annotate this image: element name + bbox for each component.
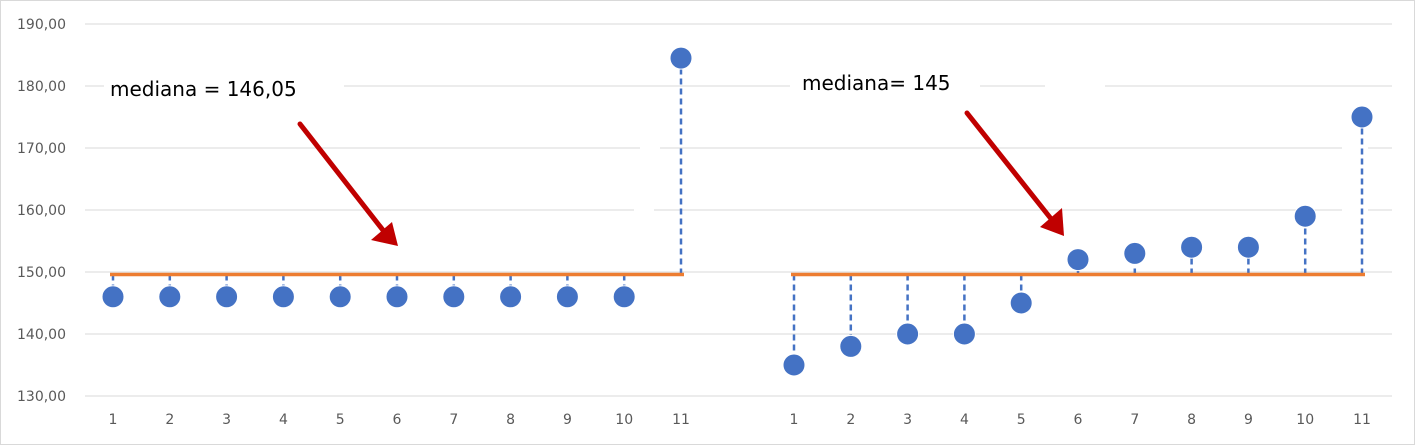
gridline-gap [1045, 80, 1105, 94]
data-point [215, 285, 239, 309]
x-tick-label: 2 [846, 412, 855, 428]
data-point [385, 285, 409, 309]
data-point [612, 285, 636, 309]
x-tick-label: 1 [790, 412, 799, 428]
y-tick-label: 170,00 [17, 141, 66, 157]
data-point [1180, 235, 1204, 259]
data-point [839, 334, 863, 358]
data-point [1350, 105, 1374, 129]
data-point [1236, 235, 1260, 259]
x-tick-label: 5 [336, 412, 345, 428]
data-point [101, 285, 125, 309]
x-tick-label: 1 [109, 412, 118, 428]
gridline-gap [1342, 140, 1368, 154]
data-point [782, 353, 806, 377]
x-tick-label: 4 [279, 412, 288, 428]
x-tick-label: 9 [563, 412, 572, 428]
x-tick-label: 11 [1353, 412, 1371, 428]
x-tick-label: 4 [960, 412, 969, 428]
data-point [271, 285, 295, 309]
data-point [328, 285, 352, 309]
median-annotation: mediana= 145 [802, 71, 951, 95]
data-point [1066, 248, 1090, 272]
x-tick-label: 10 [615, 412, 633, 428]
data-point [158, 285, 182, 309]
data-point [499, 285, 523, 309]
data-point [952, 322, 976, 346]
y-tick-label: 150,00 [17, 265, 66, 281]
x-tick-label: 6 [1074, 412, 1083, 428]
data-point [1123, 241, 1147, 265]
annotation-background [790, 66, 980, 100]
data-point [669, 46, 693, 70]
gridline-gap [640, 140, 660, 154]
x-tick-label: 5 [1017, 412, 1026, 428]
median-annotation: mediana = 146,05 [110, 77, 297, 101]
y-tick-label: 130,00 [17, 389, 66, 405]
data-point [896, 322, 920, 346]
data-point [442, 285, 466, 309]
data-point [1009, 291, 1033, 315]
x-tick-label: 11 [672, 412, 690, 428]
x-tick-label: 7 [449, 412, 458, 428]
x-tick-label: 2 [165, 412, 174, 428]
y-tick-label: 190,00 [17, 17, 66, 33]
x-tick-label: 6 [393, 412, 402, 428]
x-tick-label: 10 [1296, 412, 1314, 428]
arrow-shaft [297, 121, 389, 237]
arrow-head [371, 222, 398, 246]
gridline-gap [634, 203, 654, 217]
y-tick-label: 180,00 [17, 79, 66, 95]
x-tick-label: 3 [222, 412, 231, 428]
arrow-head [1040, 208, 1064, 236]
x-tick-label: 9 [1244, 412, 1253, 428]
annotation-background [104, 72, 344, 106]
data-point [555, 285, 579, 309]
x-tick-label: 3 [903, 412, 912, 428]
x-tick-label: 8 [506, 412, 515, 428]
data-point [1293, 204, 1317, 228]
y-tick-label: 140,00 [17, 327, 66, 343]
arrow-shaft [964, 110, 1055, 223]
y-tick-label: 160,00 [17, 203, 66, 219]
gridline-gap [1342, 203, 1368, 217]
x-tick-label: 7 [1130, 412, 1139, 428]
x-tick-label: 8 [1187, 412, 1196, 428]
